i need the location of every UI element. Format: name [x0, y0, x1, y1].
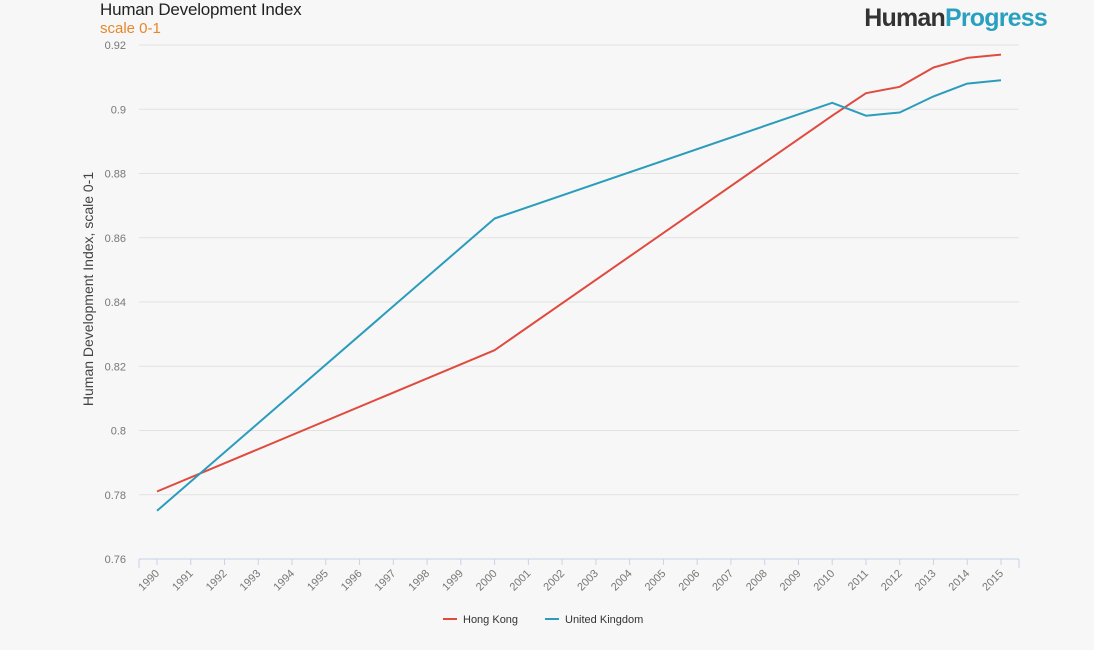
- legend-item-hong-kong[interactable]: Hong Kong: [463, 614, 518, 626]
- y-tick-label: 0.76: [105, 554, 126, 566]
- y-tick-label: 0.8: [111, 426, 126, 438]
- x-tick-label: 1992: [204, 568, 230, 594]
- x-tick-label: 2013: [913, 568, 939, 594]
- x-tick-label: 2012: [879, 568, 905, 594]
- x-tick-label: 1991: [170, 568, 196, 594]
- chart-title: Human Development Index: [100, 0, 302, 19]
- y-tick-label: 0.9: [111, 104, 126, 116]
- x-tick-label: 2005: [643, 568, 669, 594]
- legend-item-united-kingdom[interactable]: United Kingdom: [565, 614, 643, 626]
- y-tick-label: 0.82: [105, 361, 126, 373]
- y-tick-label: 0.88: [105, 169, 126, 181]
- x-tick-label: 2008: [744, 568, 770, 594]
- x-tick-label: 2001: [508, 568, 534, 594]
- chart-subtitle: scale 0-1: [100, 20, 161, 37]
- x-tick-label: 1994: [271, 568, 297, 594]
- x-tick-label: 2006: [676, 568, 702, 594]
- y-tick-label: 0.84: [105, 297, 126, 309]
- x-tick-label: 2007: [710, 568, 736, 594]
- x-tick-label: 1999: [440, 568, 466, 594]
- x-tick-label: 2003: [575, 568, 601, 594]
- x-tick-label: 2000: [474, 568, 500, 594]
- x-tick-label: 2010: [812, 568, 838, 594]
- x-tick-label: 2009: [778, 568, 804, 594]
- x-tick-label: 2002: [541, 568, 567, 594]
- logo-text-progress: Progress: [945, 4, 1048, 32]
- x-tick-label: 1998: [406, 568, 432, 594]
- x-tick-label: 2014: [947, 568, 973, 594]
- x-tick-label: 2011: [846, 568, 871, 593]
- x-tick-label: 2015: [980, 568, 1006, 594]
- logo-text-human: Human: [864, 4, 946, 32]
- y-tick-label: 0.92: [105, 40, 126, 52]
- humanprogress-logo[interactable]: HumanProgress: [864, 4, 1048, 33]
- y-tick-label: 0.86: [105, 233, 126, 245]
- x-tick-label: 1996: [339, 568, 365, 594]
- series-line-hong-kong[interactable]: [156, 53, 1002, 493]
- y-axis-title: Human Development Index, scale 0-1: [80, 172, 96, 406]
- y-tick-label: 0.78: [105, 490, 126, 502]
- x-tick-label: 2004: [609, 568, 635, 594]
- x-tick-label: 1993: [238, 568, 264, 594]
- x-tick-label: 1997: [373, 568, 399, 594]
- series-line-united-kingdom[interactable]: [156, 79, 1002, 512]
- x-tick-label: 1990: [136, 568, 162, 594]
- x-tick-label: 1995: [305, 568, 331, 594]
